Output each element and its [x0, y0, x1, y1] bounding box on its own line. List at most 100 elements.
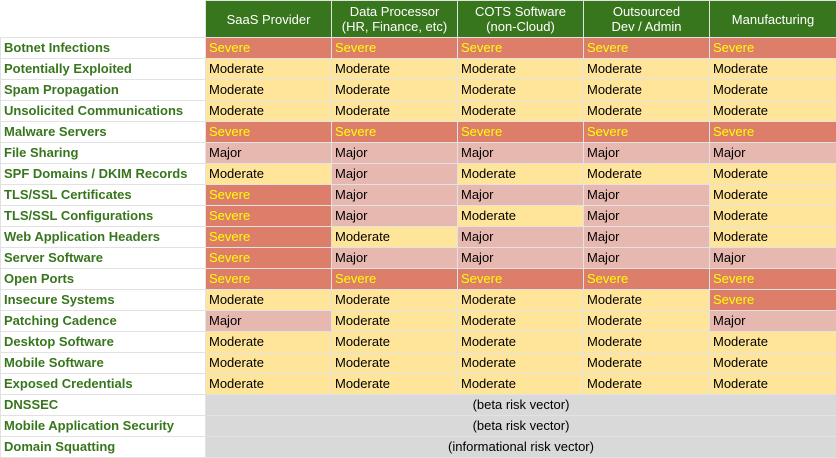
risk-cell: Moderate — [331, 373, 458, 395]
risk-cell: Moderate — [709, 373, 836, 395]
risk-cell: Moderate — [205, 289, 332, 311]
risk-cell: Severe — [205, 184, 332, 206]
row-label: TLS/SSL Configurations — [0, 205, 206, 227]
table-row: Desktop Software Moderate Moderate Moderate… — [0, 331, 836, 353]
column-header: Outsourced Dev / Admin — [583, 0, 710, 38]
risk-cell: Major — [331, 247, 458, 269]
risk-cell: Moderate — [457, 58, 584, 80]
table-row: Exposed Credentials Moderate Moderate Moder… — [0, 373, 836, 395]
risk-cell: Moderate — [709, 184, 836, 206]
table-row: Web Application Headers Severe Moderate Maj… — [0, 226, 836, 248]
risk-cell: Moderate — [205, 100, 332, 122]
risk-cell: Severe — [205, 121, 332, 143]
table-row: Mobile Application Security (beta risk ve… — [0, 415, 836, 437]
risk-cell: Major — [205, 142, 332, 164]
risk-cell: Moderate — [457, 289, 584, 311]
risk-cell: Moderate — [331, 58, 458, 80]
risk-cell: Moderate — [457, 205, 584, 227]
risk-cell: Moderate — [583, 58, 710, 80]
risk-cell: Severe — [331, 268, 458, 290]
table-row: Domain Squatting (informational risk vect… — [0, 436, 836, 458]
risk-cell: Moderate — [205, 352, 332, 374]
risk-cell: Moderate — [457, 331, 584, 353]
risk-cell: Severe — [457, 268, 584, 290]
risk-cell: Major — [583, 226, 710, 248]
risk-cell: Moderate — [331, 352, 458, 374]
row-label: Spam Propagation — [0, 79, 206, 101]
risk-cell: Moderate — [583, 310, 710, 332]
row-label: Unsolicited Communications — [0, 100, 206, 122]
table-row: Potentially Exploited Moderate Moderate Mod… — [0, 58, 836, 80]
risk-cell: Moderate — [331, 100, 458, 122]
risk-cell: Major — [331, 184, 458, 206]
risk-cell: Major — [205, 310, 332, 332]
risk-cell: Major — [457, 247, 584, 269]
risk-cell: Moderate — [709, 100, 836, 122]
risk-cell: Severe — [205, 268, 332, 290]
risk-cell: Major — [709, 142, 836, 164]
risk-cell: Severe — [205, 226, 332, 248]
risk-cell: Moderate — [457, 100, 584, 122]
risk-cell: Severe — [583, 121, 710, 143]
row-label: Open Ports — [0, 268, 206, 290]
risk-cell: Moderate — [457, 163, 584, 185]
table-row: Unsolicited Communications Moderate Modera… — [0, 100, 836, 122]
row-label: File Sharing — [0, 142, 206, 164]
risk-cell: Moderate — [583, 352, 710, 374]
risk-cell: Major — [583, 205, 710, 227]
risk-cell: Severe — [457, 121, 584, 143]
note-cell: (beta risk vector) — [205, 415, 836, 437]
risk-cell: Moderate — [205, 58, 332, 80]
table-row: TLS/SSL Certificates Severe Major Major Majo… — [0, 184, 836, 206]
risk-cell: Major — [331, 142, 458, 164]
table-body: Botnet Infections Severe Severe Severe Sever… — [0, 37, 836, 458]
risk-cell: Severe — [709, 289, 836, 311]
note-cell: (informational risk vector) — [205, 436, 836, 458]
risk-cell: Severe — [205, 37, 332, 59]
row-label: Mobile Software — [0, 352, 206, 374]
risk-cell: Moderate — [709, 352, 836, 374]
risk-cell: Moderate — [457, 310, 584, 332]
table-row: File Sharing Major Major Major Major Major — [0, 142, 836, 164]
table-row: DNSSEC (beta risk vector) — [0, 394, 836, 416]
risk-cell: Moderate — [457, 352, 584, 374]
column-header: Data Processor (HR, Finance, etc) — [331, 0, 458, 38]
row-label: Mobile Application Security — [0, 415, 206, 437]
risk-cell: Major — [709, 310, 836, 332]
risk-cell: Major — [709, 247, 836, 269]
risk-cell: Severe — [709, 37, 836, 59]
row-label: Web Application Headers — [0, 226, 206, 248]
risk-cell: Moderate — [583, 289, 710, 311]
row-label: DNSSEC — [0, 394, 206, 416]
risk-cell: Moderate — [709, 163, 836, 185]
risk-cell: Severe — [709, 121, 836, 143]
column-header: SaaS Provider — [205, 0, 332, 38]
risk-cell: Moderate — [709, 331, 836, 353]
risk-cell: Moderate — [583, 163, 710, 185]
table-row: Botnet Infections Severe Severe Severe Sever… — [0, 37, 836, 59]
risk-cell: Major — [583, 247, 710, 269]
risk-cell: Major — [457, 142, 584, 164]
table-row: Patching Cadence Major Moderate Moderate Mod… — [0, 310, 836, 332]
row-label: TLS/SSL Certificates — [0, 184, 206, 206]
risk-cell: Severe — [457, 37, 584, 59]
row-label: Malware Servers — [0, 121, 206, 143]
table-row: SPF Domains / DKIM Records Moderate Major M… — [0, 163, 836, 185]
corner-cell — [0, 0, 206, 38]
risk-cell: Moderate — [709, 205, 836, 227]
risk-cell: Moderate — [331, 79, 458, 101]
column-header: Manufacturing — [709, 0, 836, 38]
table-row: Mobile Software Moderate Moderate Moderate M… — [0, 352, 836, 374]
risk-cell: Major — [457, 226, 584, 248]
row-label: Exposed Credentials — [0, 373, 206, 395]
table-row: Spam Propagation Moderate Moderate Moderate… — [0, 79, 836, 101]
row-label: Botnet Infections — [0, 37, 206, 59]
row-label: Patching Cadence — [0, 310, 206, 332]
risk-cell: Moderate — [709, 79, 836, 101]
risk-cell: Major — [331, 163, 458, 185]
risk-cell: Moderate — [583, 373, 710, 395]
risk-cell: Moderate — [205, 331, 332, 353]
risk-cell: Severe — [205, 205, 332, 227]
